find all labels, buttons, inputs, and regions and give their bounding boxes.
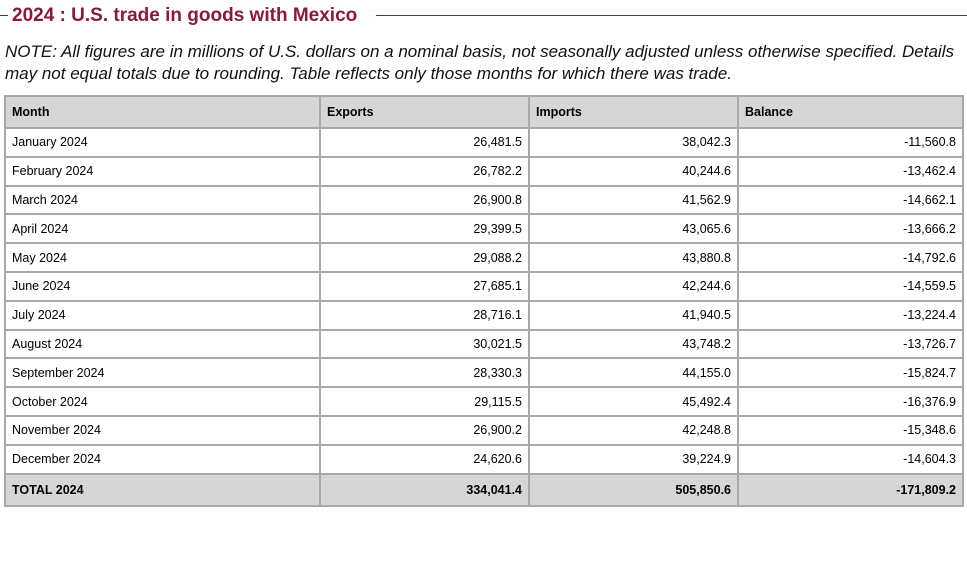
cell-balance: -11,560.8 <box>737 127 964 158</box>
cell-month: December 2024 <box>4 443 321 475</box>
cell-balance: -14,662.1 <box>737 184 964 216</box>
table-row: November 2024 26,900.2 42,248.8 -15,348.… <box>4 414 964 446</box>
cell-balance: -13,726.7 <box>737 328 964 360</box>
cell-exports: 30,021.5 <box>319 328 530 360</box>
cell-exports: 28,330.3 <box>319 357 530 389</box>
table-row: July 2024 28,716.1 41,940.5 -13,224.4 <box>4 299 964 331</box>
table-row: August 2024 30,021.5 43,748.2 -13,726.7 <box>4 328 964 360</box>
total-label: TOTAL 2024 <box>4 472 321 507</box>
cell-imports: 41,562.9 <box>528 184 739 216</box>
cell-month: May 2024 <box>4 242 321 273</box>
cell-month: January 2024 <box>4 127 321 158</box>
cell-exports: 29,115.5 <box>319 386 530 417</box>
column-header-imports: Imports <box>528 95 739 129</box>
table-note: NOTE: All figures are in millions of U.S… <box>5 42 954 83</box>
cell-exports: 28,716.1 <box>319 299 530 331</box>
table-row: October 2024 29,115.5 45,492.4 -16,376.9 <box>4 386 964 417</box>
column-header-balance: Balance <box>737 95 964 129</box>
column-header-month: Month <box>4 95 321 129</box>
cell-month: August 2024 <box>4 328 321 360</box>
table-row: September 2024 28,330.3 44,155.0 -15,824… <box>4 357 964 389</box>
cell-balance: -15,348.6 <box>737 414 964 446</box>
table-row: June 2024 27,685.1 42,244.6 -14,559.5 <box>4 270 964 302</box>
title-rule-left <box>0 15 8 16</box>
cell-imports: 43,065.6 <box>528 213 739 245</box>
title-bar: 2024 : U.S. trade in goods with Mexico <box>0 2 967 30</box>
cell-month: March 2024 <box>4 184 321 216</box>
cell-imports: 42,244.6 <box>528 270 739 302</box>
table-row: March 2024 26,900.8 41,562.9 -14,662.1 <box>4 184 964 216</box>
cell-exports: 26,900.8 <box>319 184 530 216</box>
total-imports: 505,850.6 <box>528 472 739 507</box>
cell-imports: 42,248.8 <box>528 414 739 446</box>
cell-balance: -14,559.5 <box>737 270 964 302</box>
cell-exports: 26,782.2 <box>319 155 530 187</box>
title-rule-right <box>376 15 967 16</box>
total-balance: -171,809.2 <box>737 472 964 507</box>
cell-exports: 24,620.6 <box>319 443 530 475</box>
cell-month: July 2024 <box>4 299 321 331</box>
table-row: February 2024 26,782.2 40,244.6 -13,462.… <box>4 155 964 187</box>
cell-exports: 27,685.1 <box>319 270 530 302</box>
table-row: May 2024 29,088.2 43,880.8 -14,792.6 <box>4 242 964 273</box>
cell-balance: -13,666.2 <box>737 213 964 245</box>
cell-month: November 2024 <box>4 414 321 446</box>
cell-exports: 29,399.5 <box>319 213 530 245</box>
cell-balance: -13,224.4 <box>737 299 964 331</box>
cell-imports: 40,244.6 <box>528 155 739 187</box>
cell-month: September 2024 <box>4 357 321 389</box>
cell-exports: 26,900.2 <box>319 414 530 446</box>
total-exports: 334,041.4 <box>319 472 530 507</box>
cell-imports: 39,224.9 <box>528 443 739 475</box>
cell-exports: 29,088.2 <box>319 242 530 273</box>
cell-balance: -14,604.3 <box>737 443 964 475</box>
cell-imports: 41,940.5 <box>528 299 739 331</box>
trade-table: Month Exports Imports Balance January 20… <box>4 95 964 507</box>
cell-exports: 26,481.5 <box>319 127 530 158</box>
cell-month: June 2024 <box>4 270 321 302</box>
cell-balance: -16,376.9 <box>737 386 964 417</box>
table-total-row: TOTAL 2024 334,041.4 505,850.6 -171,809.… <box>4 472 964 507</box>
cell-month: February 2024 <box>4 155 321 187</box>
cell-balance: -14,792.6 <box>737 242 964 273</box>
table-row: April 2024 29,399.5 43,065.6 -13,666.2 <box>4 213 964 245</box>
cell-imports: 44,155.0 <box>528 357 739 389</box>
table-row: December 2024 24,620.6 39,224.9 -14,604.… <box>4 443 964 475</box>
cell-month: October 2024 <box>4 386 321 417</box>
cell-imports: 43,748.2 <box>528 328 739 360</box>
table-header-row: Month Exports Imports Balance <box>4 95 964 129</box>
cell-balance: -13,462.4 <box>737 155 964 187</box>
cell-imports: 43,880.8 <box>528 242 739 273</box>
column-header-exports: Exports <box>319 95 530 129</box>
cell-imports: 45,492.4 <box>528 386 739 417</box>
cell-balance: -15,824.7 <box>737 357 964 389</box>
page-title: 2024 : U.S. trade in goods with Mexico <box>12 5 358 26</box>
table-row: January 2024 26,481.5 38,042.3 -11,560.8 <box>4 127 964 158</box>
cell-month: April 2024 <box>4 213 321 245</box>
cell-imports: 38,042.3 <box>528 127 739 158</box>
